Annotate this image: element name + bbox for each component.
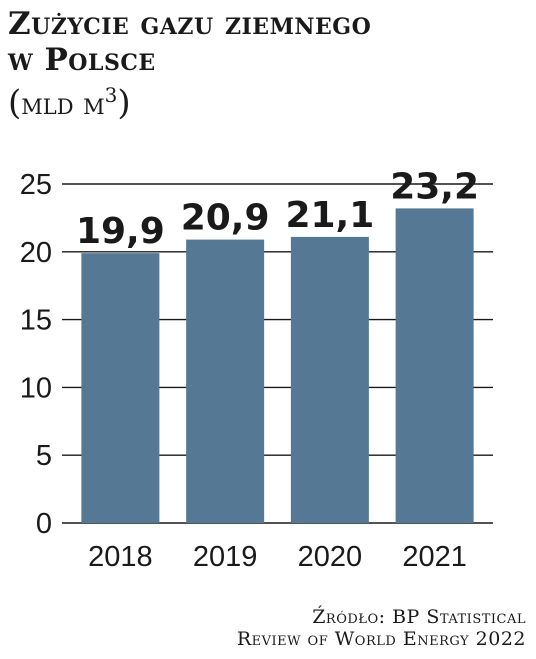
x-tick-label: 2021 <box>402 541 467 573</box>
bar-2019 <box>186 239 265 523</box>
value-label: 21,1 <box>285 195 374 236</box>
title-line-2: w Polsce <box>8 42 156 78</box>
y-tick-label: 15 <box>20 305 52 337</box>
y-tick-label: 5 <box>36 440 52 472</box>
x-tick-label: 2019 <box>193 541 258 573</box>
bar-2021 <box>395 208 474 523</box>
source-note: Źródło: BP Statistical Review of World E… <box>237 606 526 650</box>
bar-2020 <box>290 236 369 523</box>
unit-superscript: 3 <box>104 83 118 107</box>
source-line-2: Review of World Energy 2022 <box>236 628 526 650</box>
y-tick-label: 25 <box>20 169 52 201</box>
source-line-1: Źródło: BP Statistical <box>312 606 526 628</box>
unit-close-paren: ) <box>117 83 131 123</box>
value-label: 23,2 <box>390 166 479 207</box>
labels-layer: 19,9 2018 20,9 2019 21,1 2020 23,2 2021 <box>76 166 479 573</box>
title-line-1: Zużycie gazu ziemnego <box>8 6 372 42</box>
value-label: 20,9 <box>181 198 270 239</box>
x-tick-label: 2020 <box>298 541 363 573</box>
unit-text: mld m <box>21 87 105 122</box>
value-label: 19,9 <box>76 211 165 252</box>
y-tick-label: 10 <box>20 372 52 404</box>
chart-title: Zużycie gazu ziemnego w Polsce <box>8 6 371 78</box>
y-tick-label: 20 <box>20 237 52 269</box>
x-tick-label: 2018 <box>88 541 153 573</box>
bar-chart: 0 5 10 15 20 25 19,9 2018 20,9 2019 21,1 2020 23,2 2… <box>20 166 493 573</box>
bars-layer <box>81 208 474 523</box>
bar-2018 <box>81 253 160 523</box>
unit-open-paren: ( <box>8 83 22 123</box>
unit-label: (mld m3) <box>8 78 131 122</box>
y-tick-label: 0 <box>36 508 52 540</box>
